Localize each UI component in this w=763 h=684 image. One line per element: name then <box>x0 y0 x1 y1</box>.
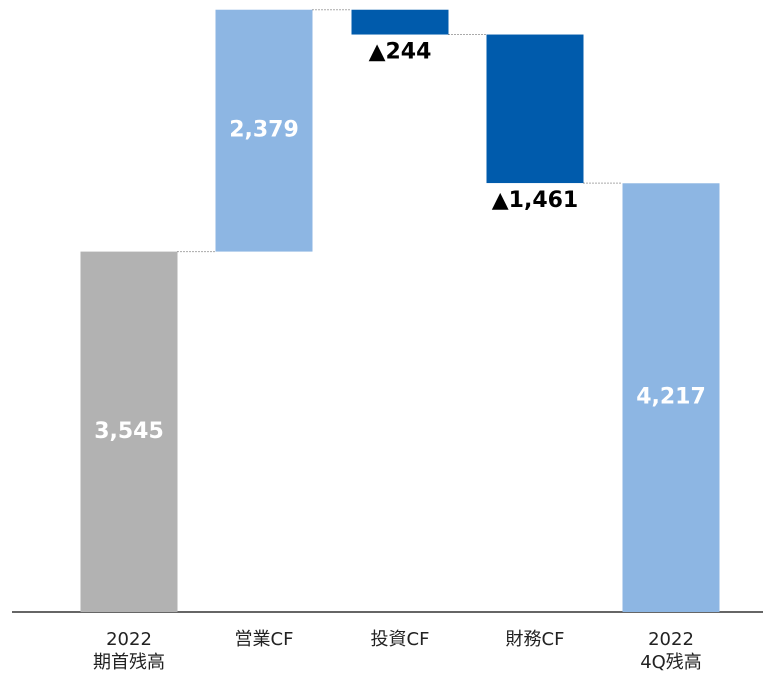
bar <box>486 34 584 184</box>
value-label: ▲244 <box>369 40 432 65</box>
x-tick-label: 財務CF <box>505 629 565 650</box>
bar <box>215 9 313 252</box>
value-label: 3,545 <box>94 419 164 444</box>
x-tick-label: 2022 期首残高 <box>93 629 165 673</box>
x-tick-label: 2022 4Q残高 <box>640 629 702 673</box>
x-tick-label: 投資CF <box>370 629 430 650</box>
value-label: 2,379 <box>229 118 299 143</box>
bar <box>622 183 720 612</box>
bar <box>80 251 178 612</box>
value-label: 4,217 <box>636 385 706 410</box>
x-tick-label: 営業CF <box>234 629 294 650</box>
value-label: ▲1,461 <box>492 188 579 213</box>
bar <box>351 9 449 35</box>
